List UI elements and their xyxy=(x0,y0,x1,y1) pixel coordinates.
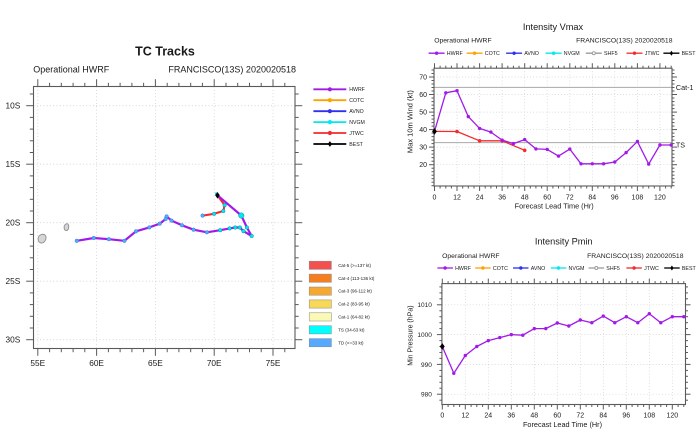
svg-text:25S: 25S xyxy=(6,276,21,286)
svg-text:10S: 10S xyxy=(6,101,21,111)
svg-text:0: 0 xyxy=(440,412,444,419)
svg-text:SHF5: SHF5 xyxy=(606,266,620,272)
svg-text:12: 12 xyxy=(461,412,469,419)
svg-text:36: 36 xyxy=(507,412,515,419)
svg-text:Intensity Vmax: Intensity Vmax xyxy=(523,22,584,32)
svg-text:20S: 20S xyxy=(6,218,21,228)
svg-text:15S: 15S xyxy=(6,159,21,169)
svg-text:50: 50 xyxy=(419,110,427,117)
svg-text:1000: 1000 xyxy=(417,332,432,339)
svg-text:0: 0 xyxy=(433,195,437,202)
svg-text:HWRF: HWRF xyxy=(455,266,472,272)
svg-text:TS (34-63 kt): TS (34-63 kt) xyxy=(338,327,365,332)
svg-text:72: 72 xyxy=(576,412,584,419)
svg-text:12: 12 xyxy=(453,195,461,202)
svg-text:30S: 30S xyxy=(6,335,21,345)
svg-text:Cat-1 (64-82 kt): Cat-1 (64-82 kt) xyxy=(338,315,370,320)
svg-text:Cat-1: Cat-1 xyxy=(676,83,694,92)
svg-text:70: 70 xyxy=(419,74,427,81)
svg-text:HWRF: HWRF xyxy=(349,87,365,93)
svg-text:Operational HWRF: Operational HWRF xyxy=(33,65,110,75)
svg-text:990: 990 xyxy=(421,362,432,369)
svg-text:980: 980 xyxy=(421,392,432,399)
svg-text:40: 40 xyxy=(419,127,427,134)
svg-text:BEST: BEST xyxy=(682,266,697,272)
svg-text:NVGM: NVGM xyxy=(349,120,365,126)
svg-text:72: 72 xyxy=(566,195,574,202)
svg-text:84: 84 xyxy=(588,195,596,202)
svg-text:24: 24 xyxy=(476,195,484,202)
svg-text:BEST: BEST xyxy=(349,142,363,148)
svg-text:60: 60 xyxy=(553,412,561,419)
svg-text:Forecast Lead Time (Hr): Forecast Lead Time (Hr) xyxy=(523,420,602,429)
svg-text:JTWC: JTWC xyxy=(349,131,364,137)
svg-text:Intensity Pmin: Intensity Pmin xyxy=(535,237,593,247)
svg-text:AVNO: AVNO xyxy=(531,266,546,272)
svg-text:JTWC: JTWC xyxy=(645,51,660,57)
svg-text:Cat-4 (113-136 kt): Cat-4 (113-136 kt) xyxy=(338,276,375,281)
svg-text:NVGM: NVGM xyxy=(564,51,580,57)
svg-text:FRANCISCO(13S) 2020020518: FRANCISCO(13S) 2020020518 xyxy=(576,38,673,45)
svg-text:75E: 75E xyxy=(266,358,281,368)
svg-text:HWRF: HWRF xyxy=(447,51,464,57)
svg-text:AVNO: AVNO xyxy=(524,51,539,57)
svg-text:96: 96 xyxy=(611,195,619,202)
svg-text:120: 120 xyxy=(666,412,678,419)
svg-text:96: 96 xyxy=(622,412,630,419)
svg-text:TC Tracks: TC Tracks xyxy=(135,45,195,59)
svg-text:70E: 70E xyxy=(207,358,222,368)
svg-text:TS: TS xyxy=(676,140,685,149)
svg-text:TD (<=33 kt): TD (<=33 kt) xyxy=(338,340,364,345)
svg-text:Cat-2 (83-95 kt): Cat-2 (83-95 kt) xyxy=(338,302,370,307)
svg-text:120: 120 xyxy=(654,195,666,202)
svg-text:JTWC: JTWC xyxy=(644,266,659,272)
svg-text:AVNO: AVNO xyxy=(349,109,363,115)
svg-text:30: 30 xyxy=(419,145,427,152)
svg-text:84: 84 xyxy=(599,412,607,419)
svg-text:48: 48 xyxy=(521,195,529,202)
svg-text:108: 108 xyxy=(643,412,655,419)
svg-text:Forecast Lead Time (Hr): Forecast Lead Time (Hr) xyxy=(515,202,594,211)
svg-text:Max 10m Wind (kt): Max 10m Wind (kt) xyxy=(406,90,415,153)
svg-text:65E: 65E xyxy=(148,358,163,368)
svg-text:24: 24 xyxy=(484,412,492,419)
svg-text:COTC: COTC xyxy=(493,266,508,272)
svg-text:Cat-3 (96-112 kt): Cat-3 (96-112 kt) xyxy=(338,289,372,294)
svg-text:60E: 60E xyxy=(89,358,104,368)
svg-text:NVGM: NVGM xyxy=(569,266,585,272)
svg-text:48: 48 xyxy=(530,412,538,419)
svg-text:55E: 55E xyxy=(30,358,45,368)
svg-text:Operational HWRF: Operational HWRF xyxy=(442,253,499,260)
svg-text:20: 20 xyxy=(419,162,427,169)
svg-text:COTC: COTC xyxy=(349,98,364,104)
svg-text:SHF5: SHF5 xyxy=(604,51,618,57)
svg-text:Cat-5 (>=137 kt): Cat-5 (>=137 kt) xyxy=(338,263,371,268)
svg-text:Min Pressure (hPa): Min Pressure (hPa) xyxy=(408,305,415,365)
svg-text:Operational HWRF: Operational HWRF xyxy=(434,38,491,45)
svg-text:60: 60 xyxy=(419,92,427,99)
svg-text:COTC: COTC xyxy=(485,51,500,57)
svg-text:36: 36 xyxy=(498,195,506,202)
svg-text:FRANCISCO(13S) 2020020518: FRANCISCO(13S) 2020020518 xyxy=(168,65,296,75)
svg-text:108: 108 xyxy=(632,195,644,202)
svg-text:FRANCISCO(13S) 2020020518: FRANCISCO(13S) 2020020518 xyxy=(587,253,684,260)
svg-text:1010: 1010 xyxy=(417,302,432,309)
svg-text:BEST: BEST xyxy=(682,51,697,57)
svg-text:60: 60 xyxy=(543,195,551,202)
